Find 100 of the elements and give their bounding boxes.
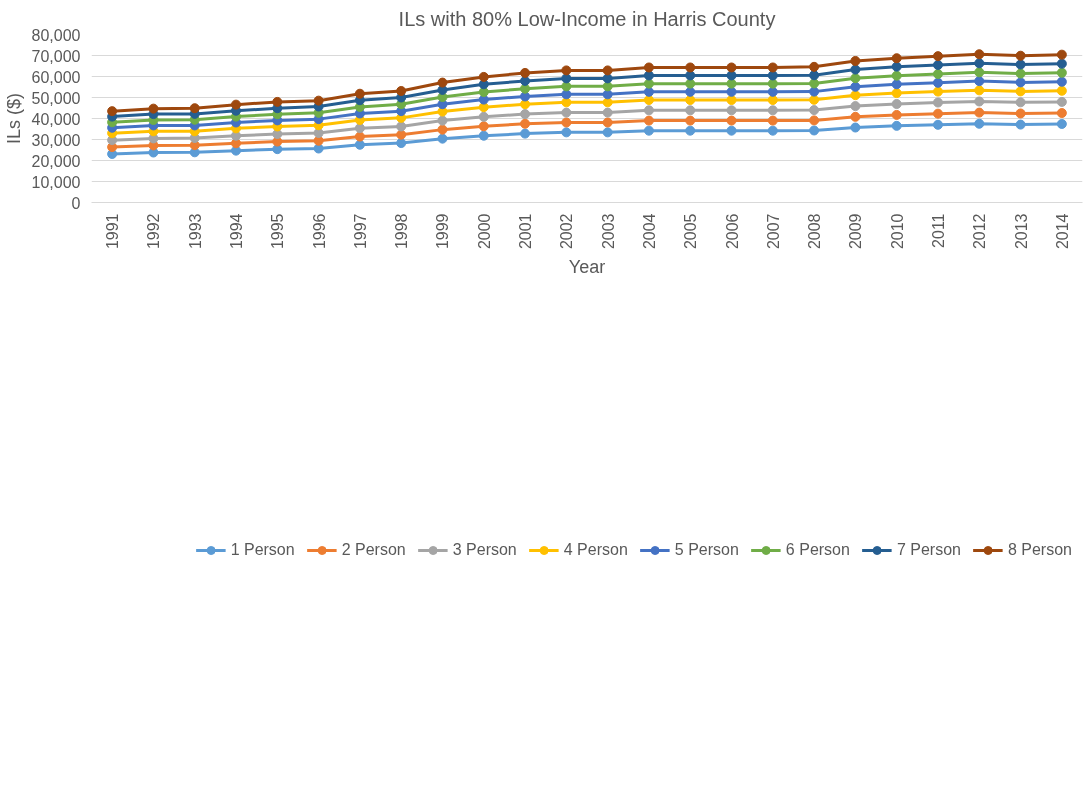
point: [561, 127, 572, 138]
x-tick-label: 2007: [764, 213, 782, 250]
point: [561, 97, 572, 108]
legend-label: 3 Person: [452, 541, 517, 559]
chart-title: ILs with 80% Low-Income in Harris County: [398, 7, 776, 30]
x-tick-label: 1996: [310, 213, 328, 250]
point: [561, 107, 572, 118]
point: [1015, 59, 1026, 70]
point: [891, 120, 902, 131]
y-tick-label: 40,000: [31, 110, 81, 128]
legend-label: 2 Person: [341, 541, 406, 559]
point: [520, 99, 531, 110]
point: [1056, 96, 1067, 107]
point: [809, 115, 820, 126]
point: [1056, 58, 1067, 69]
point: [643, 70, 654, 81]
point: [396, 86, 407, 96]
y-tick-label: 80,000: [31, 26, 81, 44]
point: [726, 62, 737, 73]
point: [1015, 50, 1026, 61]
point: [850, 122, 861, 133]
point: [1056, 85, 1067, 96]
point: [520, 128, 531, 139]
point: [891, 53, 902, 64]
point: [602, 65, 613, 76]
point: [520, 67, 531, 78]
x-tick-label: 1994: [228, 213, 246, 250]
x-axis-title: Year: [568, 257, 606, 278]
point: [767, 95, 778, 106]
x-tick-label: 2008: [806, 213, 824, 250]
x-tick-label: 1997: [351, 213, 369, 250]
point: [685, 62, 696, 73]
x-tick-label: 2004: [640, 213, 658, 250]
point: [850, 81, 861, 92]
point: [850, 111, 861, 122]
x-tick-label: 1999: [434, 213, 452, 250]
x-tick-label: 2013: [1012, 213, 1030, 250]
point: [974, 85, 985, 96]
point: [1015, 68, 1026, 79]
point: [685, 105, 696, 116]
point: [602, 89, 613, 100]
y-tick-label: 20,000: [31, 152, 81, 170]
point: [685, 86, 696, 97]
point: [974, 96, 985, 107]
point: [437, 115, 448, 126]
x-tick-label: 1991: [104, 213, 122, 250]
legend-label: 4 Person: [563, 541, 628, 559]
point: [189, 103, 200, 114]
point: [520, 109, 531, 120]
point: [932, 51, 943, 62]
point: [354, 131, 365, 142]
point: [602, 97, 613, 108]
point: [643, 78, 654, 89]
x-tick-label: 2001: [517, 213, 535, 250]
point: [354, 88, 365, 99]
point: [726, 78, 737, 89]
point: [643, 95, 654, 106]
y-tick-label: 30,000: [31, 131, 81, 149]
point: [1056, 108, 1067, 119]
point: [809, 70, 820, 81]
point: [1056, 49, 1067, 60]
point: [272, 96, 283, 107]
x-tick-label: 2011: [929, 213, 947, 248]
point: [809, 125, 820, 136]
point: [891, 109, 902, 120]
point: [313, 95, 324, 106]
y-tick-label: 10,000: [31, 173, 81, 191]
point: [891, 88, 902, 99]
point: [726, 115, 737, 126]
point: [396, 121, 407, 132]
x-tick-label: 1993: [186, 213, 204, 250]
point: [932, 68, 943, 79]
point: [685, 125, 696, 136]
point: [932, 119, 943, 130]
point: [809, 105, 820, 116]
point: [272, 129, 283, 140]
point: [850, 73, 861, 84]
x-tick-label: 2014: [1053, 213, 1071, 250]
point: [561, 81, 572, 92]
point: [685, 115, 696, 126]
point: [561, 89, 572, 100]
point: [932, 59, 943, 70]
point: [1056, 67, 1067, 78]
point: [974, 118, 985, 129]
point: [767, 125, 778, 136]
x-tick-label: 1995: [269, 213, 287, 250]
y-tick-label: 60,000: [31, 68, 81, 86]
x-tick-label: 2012: [971, 213, 989, 250]
point: [602, 127, 613, 138]
point: [1015, 86, 1026, 97]
point: [561, 73, 572, 84]
legend-label: 8 Person: [1007, 541, 1072, 559]
legend-label: 6 Person: [785, 541, 850, 559]
point: [685, 78, 696, 89]
legend-label: 7 Person: [896, 541, 961, 559]
point: [1015, 119, 1026, 130]
point: [974, 58, 985, 69]
y-tick-label: 70,000: [31, 47, 81, 65]
point: [767, 70, 778, 81]
point: [354, 139, 365, 150]
